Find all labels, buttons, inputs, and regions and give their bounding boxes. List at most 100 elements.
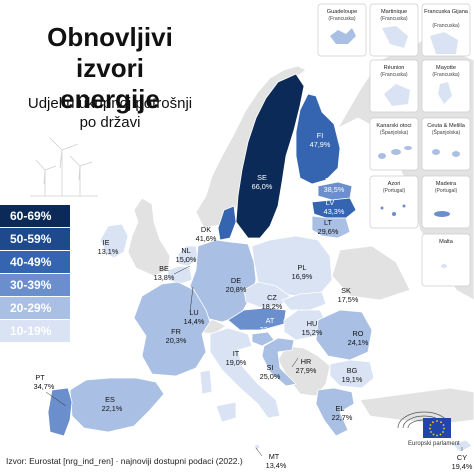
country-value-fr: 20,3% (166, 336, 187, 345)
turkey-shape (359, 387, 474, 425)
country-sk (281, 291, 327, 311)
inset-name: Kanarski otoci (376, 123, 411, 129)
country-si (251, 331, 275, 347)
country-value-lv: 43,3% (324, 207, 345, 216)
inset-canary-islands (369, 117, 419, 171)
inset-madeira (421, 175, 471, 229)
inset-name: Azori (388, 181, 401, 187)
country-at (227, 307, 287, 331)
country-code-ro: RO (353, 329, 364, 338)
inset-sub: (Portugal) (435, 188, 458, 194)
country-hr (261, 337, 297, 387)
inset-mayotte (421, 59, 471, 113)
inset-name: Mayotte (436, 65, 456, 71)
inset-labels: Guadeloupe (Francuska) Martinique (Franc… (327, 9, 469, 245)
inset-sub: (Španjolska) (380, 129, 409, 136)
legend-item: 50-59% (0, 228, 70, 250)
country-value-nl: 15,0% (176, 255, 197, 264)
country-code-lt: LT (324, 218, 333, 227)
inset-sub: (Francuska) (380, 16, 407, 22)
legend-item: 20-29% (0, 297, 70, 319)
inset-sub: (Francuska) (432, 23, 459, 29)
country-ro (315, 309, 373, 361)
country-value-hu: 15,2% (302, 328, 323, 337)
wind-turbine-icon (69, 155, 93, 196)
wind-turbine-icon (49, 137, 79, 196)
country-value-se: 66,0% (252, 182, 273, 191)
page-title: Obnovljivi izvori energije (10, 22, 210, 115)
subtitle-line: Udjel u ukupnoj potrošnji (27, 95, 193, 112)
country-code-nl: NL (181, 246, 190, 255)
country-se (235, 73, 305, 239)
country-bg (329, 359, 375, 389)
inset-sub: (Francuska) (432, 72, 459, 78)
inset-malta (421, 233, 471, 287)
country-code-at: AT (266, 316, 275, 325)
country-code-se: SE (257, 173, 267, 182)
wind-turbine-icon (35, 159, 57, 196)
eu-countries (47, 73, 473, 453)
country-pt (47, 387, 73, 437)
country-code-mt: MT (269, 452, 280, 461)
country-code-es: ES (105, 395, 115, 404)
country-value-fi: 47,9% (310, 140, 331, 149)
legend-item: 30-39% (0, 274, 70, 296)
country-dk (217, 205, 237, 241)
inset-name: Malta (439, 239, 454, 245)
country-value-pt: 34,7% (34, 382, 55, 391)
country-value-lt: 29,6% (318, 227, 339, 236)
country-value-pl: 16,9% (292, 272, 313, 281)
legend: 60-69% 50-59% 40-49% 30-39% 20-29% 10-19… (0, 205, 70, 343)
country-code-ie: IE (103, 238, 110, 247)
inset-ceuta-melilla (421, 117, 471, 171)
inset-sub: (Francuska) (380, 72, 407, 78)
country-labels: SE 66,0% FI 47,9% EE 38,5% LV 43,3% LT 2… (34, 131, 473, 471)
country-code-lv: LV (326, 198, 335, 207)
logo-text: Europski parlament (408, 441, 460, 447)
country-value-ie: 13,1% (98, 247, 119, 256)
legend-item: 60-69% (0, 205, 70, 227)
country-code-it: IT (233, 349, 240, 358)
country-code-be: BE (159, 264, 169, 273)
inset-reunion (369, 59, 419, 113)
legend-item: 10-19% (0, 320, 70, 342)
leader-lines (45, 258, 463, 457)
country-code-pl: PL (298, 263, 307, 272)
subtitle-line: po državi (79, 114, 141, 131)
inset-sub: (Španjolska) (432, 129, 461, 136)
country-code-el: EL (336, 404, 345, 413)
inset-name: Francuska Gijana (424, 9, 469, 15)
country-el (315, 387, 355, 437)
country-value-be: 13,8% (154, 273, 175, 282)
country-it (199, 327, 281, 423)
country-code-de: DE (231, 276, 241, 285)
country-code-cz: CZ (267, 293, 277, 302)
source-note: Izvor: Eurostat [nrg_ind_ren] · najnovij… (6, 456, 243, 466)
country-fi (295, 93, 341, 185)
country-value-it: 19,0% (226, 358, 247, 367)
inset-name: Madeira (436, 181, 457, 187)
title-line: Obnovljivi izvori (47, 22, 173, 83)
inset-martinique (369, 3, 419, 57)
country-lv (311, 197, 357, 219)
inset-name: Martinique (381, 9, 407, 15)
country-pl (251, 235, 333, 297)
country-code-pt: PT (35, 373, 45, 382)
country-code-hr: HR (301, 357, 312, 366)
country-value-mt: 13,4% (266, 461, 287, 470)
country-code-si: SI (267, 363, 274, 372)
page-subtitle: Udjel u ukupnoj potrošnji po državi (10, 94, 210, 132)
inset-sub: (Portugal) (383, 188, 406, 194)
country-code-ee: EE (325, 176, 335, 185)
country-value-at: 33,8% (260, 325, 281, 334)
inset-panels (317, 3, 471, 287)
country-value-hr: 27,9% (296, 366, 317, 375)
country-value-ro: 24,1% (348, 338, 369, 347)
country-code-lu: LU (189, 308, 198, 317)
country-value-bg: 19,1% (342, 375, 363, 384)
wind-turbine-icons (30, 137, 98, 197)
legend-item: 40-49% (0, 251, 70, 273)
country-mt (253, 443, 261, 451)
